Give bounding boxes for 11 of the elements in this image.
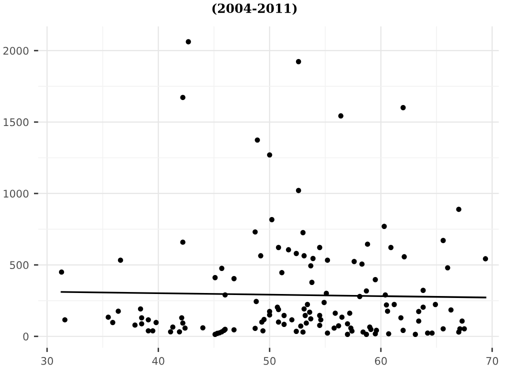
y-tick-label: 1000 <box>4 190 28 198</box>
x-tick-label: 30 <box>41 357 54 365</box>
y-tick-label: 1500 <box>4 118 28 126</box>
y-tick-label: 0 <box>23 332 28 340</box>
x-tick-label: 60 <box>374 357 387 365</box>
x-tick-label: 50 <box>264 357 276 365</box>
chart-title: (2004-2011) <box>212 3 297 15</box>
x-tick-label: 40 <box>152 357 164 365</box>
y-tick-label: 500 <box>10 261 28 270</box>
y-tick-label: 2000 <box>3 46 28 55</box>
x-tick-label: 70 <box>486 357 498 365</box>
